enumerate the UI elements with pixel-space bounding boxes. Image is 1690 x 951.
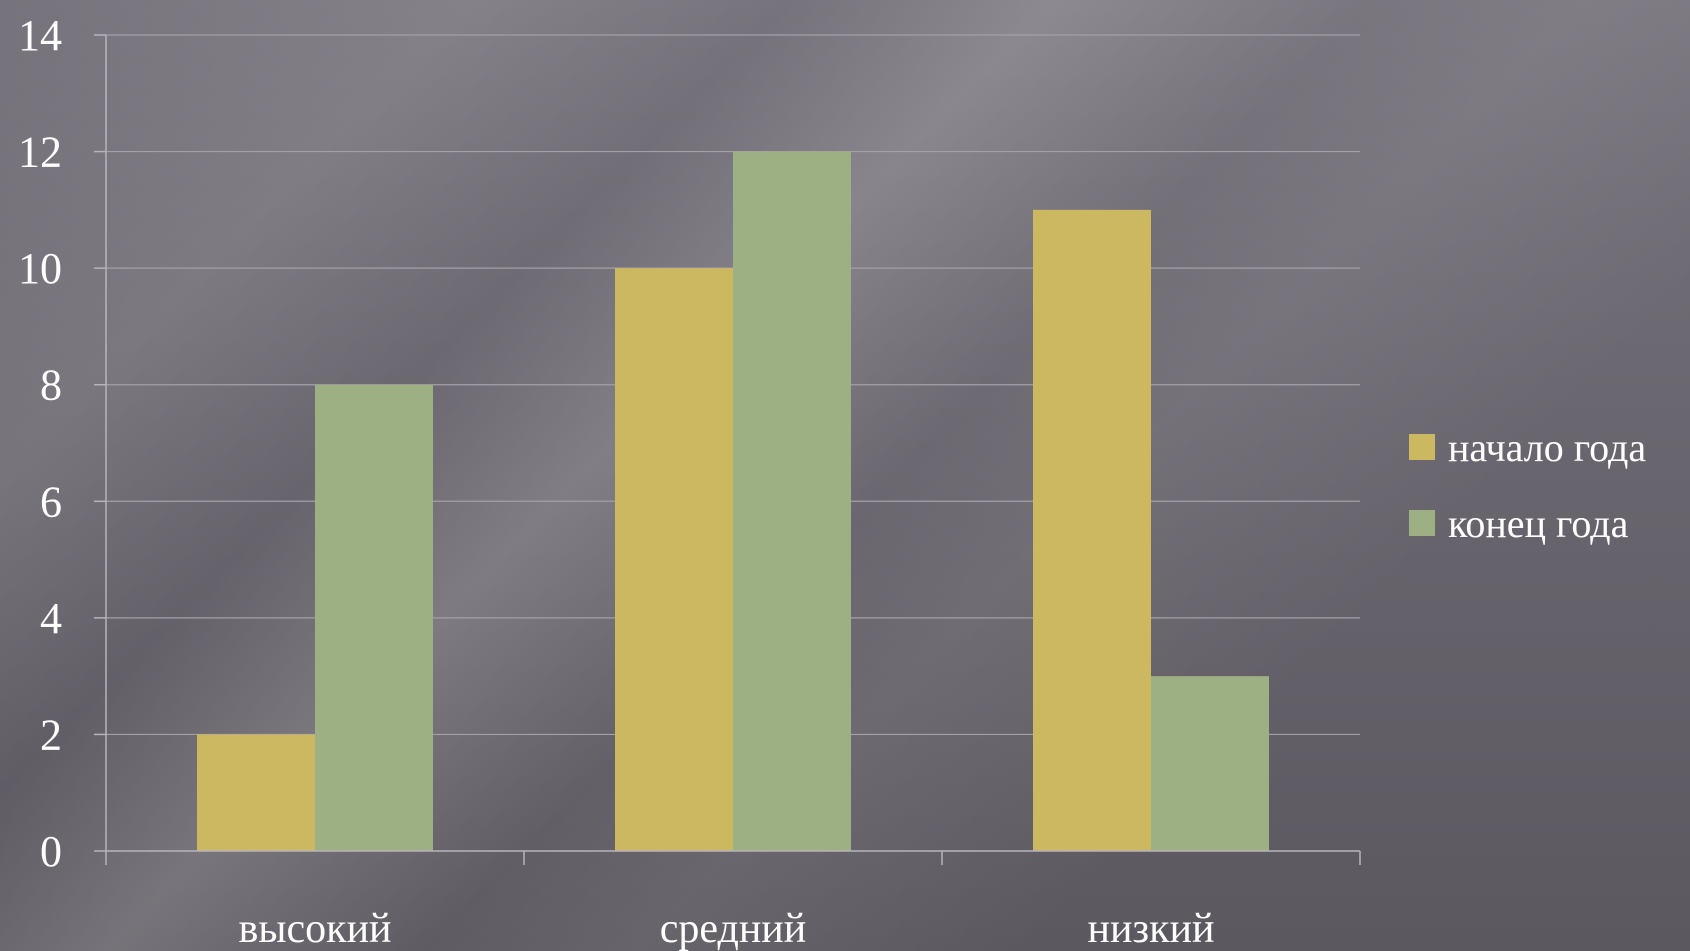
x-category-label: высокий	[238, 906, 391, 951]
bars-group	[197, 151, 1269, 852]
bar-end-2	[1151, 676, 1269, 851]
bar-start-0	[197, 734, 315, 851]
y-tick-label: 6	[40, 477, 62, 526]
y-tick-label: 0	[40, 827, 62, 876]
y-tick-label: 2	[40, 710, 62, 759]
legend-label: начало года	[1448, 425, 1646, 470]
legend-swatch	[1409, 434, 1435, 460]
y-tick-label: 8	[40, 361, 62, 410]
bar-start-1	[615, 268, 733, 852]
legend: начало года конец года	[1409, 425, 1646, 546]
bar-end-1	[733, 151, 851, 852]
bar-end-0	[315, 384, 433, 851]
y-tick-label: 14	[18, 11, 62, 60]
x-category-labels: высокий средний низкий	[238, 906, 1214, 951]
x-category-label: средний	[660, 906, 807, 951]
y-tick-labels: 0 2 4 6 8 10 12 14	[18, 11, 62, 876]
y-tick-label: 10	[18, 244, 62, 293]
x-category-label: низкий	[1088, 906, 1215, 951]
axes-group	[105, 35, 1361, 865]
legend-swatch	[1409, 510, 1435, 536]
y-tick-label: 4	[40, 594, 62, 643]
legend-label: конец года	[1448, 501, 1629, 546]
bar-start-2	[1033, 209, 1151, 851]
y-tick-label: 12	[18, 128, 62, 177]
